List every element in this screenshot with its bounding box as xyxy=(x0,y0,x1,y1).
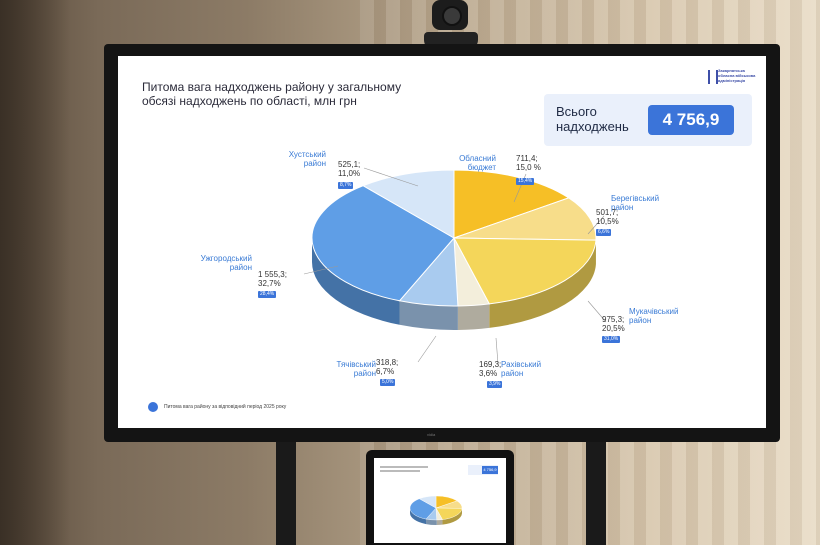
slice-name-line: Тячівський xyxy=(336,360,376,369)
pie-slice xyxy=(453,169,570,239)
slice-share-badge: 15,4% xyxy=(516,178,535,185)
pie-slice-side xyxy=(399,300,458,330)
slide-title-line1: Питома вага надходжень району у загально… xyxy=(142,80,402,94)
pie-slice xyxy=(409,498,437,520)
pie-slice xyxy=(453,237,597,305)
tablet-pie-chart xyxy=(409,495,463,525)
slice-share: 15,0 % xyxy=(516,163,541,172)
slice-amount: 711,4; xyxy=(516,154,538,163)
logo-text: Закарпатська обласна військова адміністр… xyxy=(718,68,756,83)
leader-line xyxy=(303,265,339,275)
monitor-stand-left xyxy=(276,442,296,545)
slice-name-label: Ужгородський район xyxy=(192,254,252,272)
camera-lens xyxy=(442,6,462,26)
tablet-total-box: 4 756,9 xyxy=(468,465,498,475)
leader-line xyxy=(587,300,607,323)
leader-line xyxy=(417,335,437,363)
tablet-device: 4 756,9 xyxy=(366,450,514,545)
leader-line xyxy=(363,167,419,187)
slice-share: 3,6% xyxy=(479,369,498,378)
slice-name-line: район xyxy=(303,159,326,168)
slice-name-label: Мукачівський район xyxy=(629,307,678,325)
slice-share-badge: 3,9% xyxy=(487,381,503,388)
pie-slice-side xyxy=(457,303,490,330)
slice-share: 32,7% xyxy=(258,279,281,288)
slice-amount: 525,1; xyxy=(338,160,361,169)
slice-share-badge: 28,4% xyxy=(258,291,277,298)
slice-share-badge: 5,0% xyxy=(380,379,396,386)
slice-value-label: 525,1; 11,0% xyxy=(338,160,360,178)
legend-dot-icon xyxy=(148,402,158,412)
slice-share-badge: 8,7% xyxy=(338,182,354,189)
slice-share-badge: 31,0% xyxy=(602,336,621,343)
slice-name-label: Обласний бюджет xyxy=(456,154,496,172)
pie-slice xyxy=(362,169,455,239)
slice-name-label: Тячівський район xyxy=(316,360,376,378)
slice-amount: 1 555,3; xyxy=(258,270,287,279)
pie-slice xyxy=(311,185,455,302)
slice-name-line: район xyxy=(611,203,634,212)
total-value: 4 756,9 xyxy=(648,105,734,135)
pie-slice xyxy=(453,197,597,241)
slice-share: 6,7% xyxy=(376,367,395,376)
slice-name-line: район xyxy=(229,263,252,272)
slice-name-label: Хустський район xyxy=(266,150,326,168)
slide-title-line2: обсязі надходжень по області, млн грн xyxy=(142,94,357,108)
pie-slice-side xyxy=(426,519,437,525)
slice-name-line: бюджет xyxy=(467,163,496,172)
pie-slice-side xyxy=(489,240,596,328)
slice-share: 11,0% xyxy=(338,169,361,178)
slice-name-line: Обласний xyxy=(459,154,496,163)
slice-share: 10,5% xyxy=(596,217,619,226)
total-revenue-box: Всього надходжень 4 756,9 xyxy=(544,94,752,146)
tablet-title-line xyxy=(380,466,428,468)
slide-title: Питома вага надходжень району у загально… xyxy=(142,80,442,108)
display-monitor: Питома вага надходжень району у загально… xyxy=(104,44,780,442)
tablet-total-value: 4 756,9 xyxy=(482,466,498,474)
slice-name-line: Ужгородський xyxy=(200,254,252,263)
tablet-slide-mirror: 4 756,9 xyxy=(374,458,506,543)
slice-amount: 318,8; xyxy=(376,358,399,367)
monitor-stand-right xyxy=(586,442,606,545)
slice-amount: 975,3; xyxy=(602,315,625,324)
pie-slice-side xyxy=(436,519,443,525)
slice-share-badge: 6,6% xyxy=(596,229,612,236)
slice-name-label: Берегівський район xyxy=(611,194,659,212)
logo-mark-icon xyxy=(708,70,718,84)
leader-line xyxy=(495,337,499,365)
slice-name-line: район xyxy=(629,316,652,325)
slice-name-line: район xyxy=(353,369,376,378)
slice-value-label: 1 555,3; 32,7% xyxy=(258,270,287,288)
slice-share: 20,5% xyxy=(602,324,625,333)
slice-name-label: Рахівський район xyxy=(501,360,541,378)
slice-value-label: 501,7; 10,5% xyxy=(596,208,619,226)
pie-chart xyxy=(303,167,607,365)
legend-text: Питома вага району за відповідний період… xyxy=(164,404,287,410)
leader-line xyxy=(587,215,605,235)
slice-amount: 169,3; xyxy=(479,360,502,369)
slice-value-label: 975,3; 20,5% xyxy=(602,315,625,333)
pie-slice-side xyxy=(410,508,427,525)
tablet-title-line xyxy=(380,470,420,472)
room-wall-shadow xyxy=(0,0,70,545)
administration-logo: Закарпатська обласна військова адміністр… xyxy=(708,68,756,90)
slice-name-line: Берегівський xyxy=(611,194,660,203)
monitor-brand: vidia xyxy=(427,432,436,437)
slice-name-line: район xyxy=(501,369,524,378)
slice-value-label: 169,3; 3,6% xyxy=(479,360,501,378)
slice-value-label: 711,4; 15,0 % xyxy=(516,154,541,172)
pie-slice-side xyxy=(312,238,400,325)
presentation-slide: Питома вага надходжень району у загально… xyxy=(118,56,766,428)
slice-name-line: Рахівський xyxy=(501,360,542,369)
pie-slice xyxy=(418,495,437,509)
total-label: Всього надходжень xyxy=(556,104,629,134)
pie-slice-side xyxy=(442,508,462,525)
slice-name-line: Мукачівський xyxy=(629,307,679,316)
slice-name-line: Хустський xyxy=(288,150,326,159)
slice-amount: 501,7; xyxy=(596,208,619,217)
slice-value-label: 318,8; 6,7% xyxy=(376,358,398,376)
